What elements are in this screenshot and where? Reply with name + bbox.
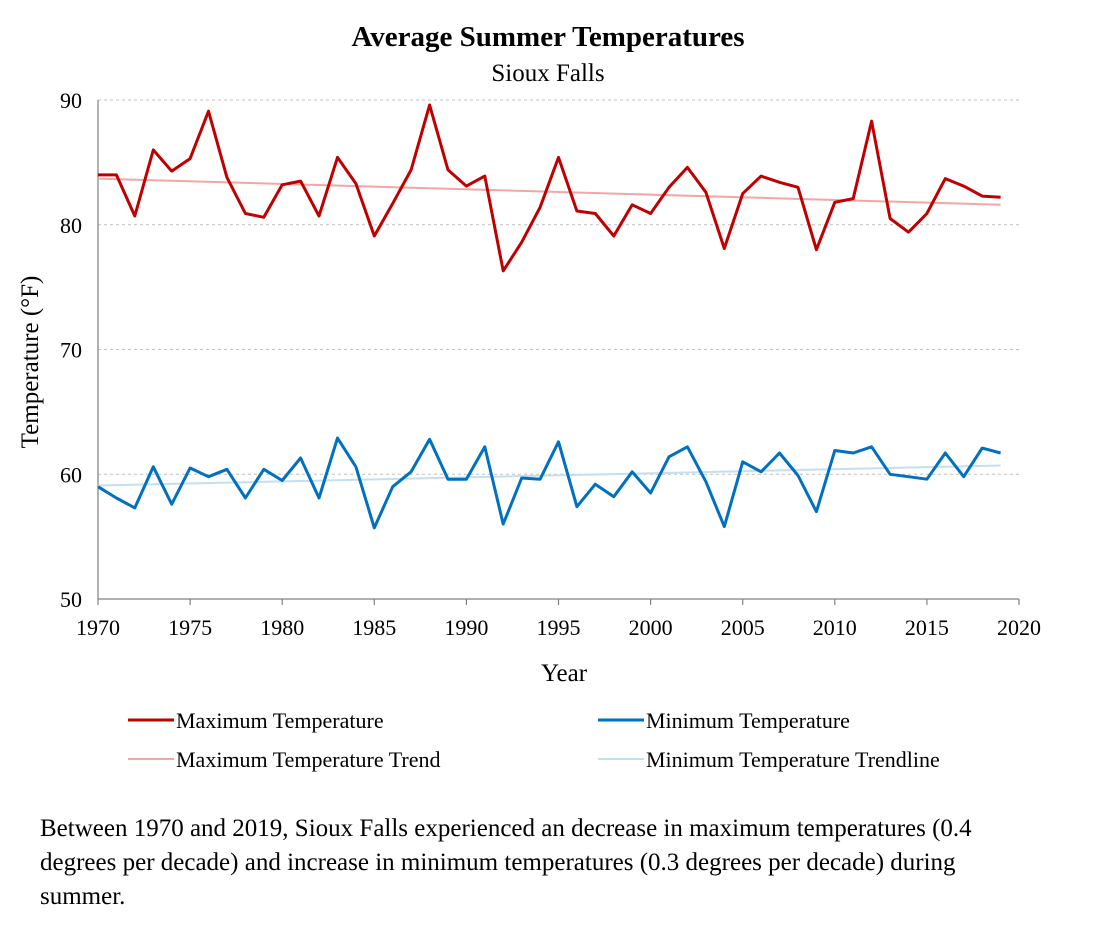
maximum-temperature-line (98, 103, 1001, 273)
chart-title: Average Summer Temperatures (351, 21, 744, 53)
minimum-temperature-line (97, 436, 1001, 530)
x-tick-label: 2015 (905, 615, 949, 640)
x-tick-label: 2010 (813, 615, 857, 640)
legend-label-maximum-temperature: Maximum Temperature (176, 708, 384, 733)
chart-subtitle: Sioux Falls (491, 60, 604, 87)
series-lines (97, 103, 1001, 530)
y-tick-label: 70 (60, 338, 82, 363)
tick-labels: 50 60 70 80 90 1970 1975 1980 1985 1990 1995 2000 20… (60, 88, 1041, 640)
x-tick-label: 2005 (721, 615, 765, 640)
x-tick-label: 1975 (168, 615, 212, 640)
temperature-chart: Average Summer Temperatures Sioux Falls … (17, 21, 1041, 772)
x-tick-label: 1970 (76, 615, 120, 640)
y-tick-label: 90 (60, 88, 82, 113)
legend-label-minimum-temperature-trendline: Minimum Temperature Trendline (646, 747, 940, 772)
chart-caption: Between 1970 and 2019, Sioux Falls exper… (40, 815, 972, 910)
y-axis-label: Temperature (°F) (17, 276, 44, 449)
x-tick-label: 2020 (997, 615, 1041, 640)
legend-label-maximum-temperature-trend: Maximum Temperature Trend (176, 747, 440, 772)
axes (97, 100, 1020, 605)
x-tick-label: 1990 (444, 615, 488, 640)
x-tick-label: 1985 (352, 615, 396, 640)
minimum-temperature-trendline-line (97, 464, 1001, 487)
legend-label-minimum-temperature: Minimum Temperature (646, 708, 850, 733)
y-tick-label: 50 (60, 587, 82, 612)
x-tick-label: 1980 (260, 615, 304, 640)
y-tick-label: 60 (60, 462, 82, 487)
x-tick-label: 1995 (537, 615, 581, 640)
x-tick-label: 2000 (629, 615, 673, 640)
y-tick-label: 80 (60, 213, 82, 238)
x-axis-label: Year (541, 660, 588, 687)
legend: Maximum Temperature Minimum Temperature Ma… (128, 708, 940, 772)
